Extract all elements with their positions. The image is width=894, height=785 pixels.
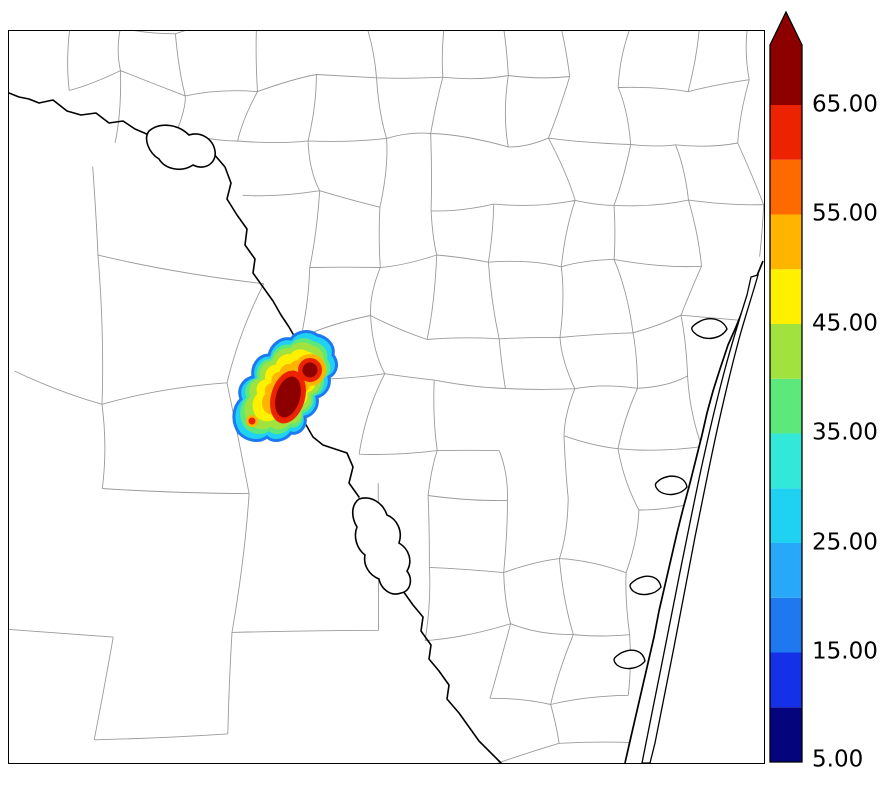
colorbar-segment [770,378,802,434]
colorbar-segment [770,324,802,379]
colorbar-tick-label: 55.00 [812,200,878,227]
colorbar [769,10,803,763]
echo-core-secondary [302,362,318,378]
colorbar-tick-label: 25.00 [812,529,878,556]
map-canvas [9,31,764,763]
bay-inlet [613,649,646,670]
colorbar-segment [770,159,802,215]
coastline [624,260,764,763]
colorbar-segment [770,597,802,653]
colorbar-segment [770,214,802,270]
colorbar-overflow-arrow [770,12,802,105]
echo-core-main [275,376,301,418]
echo-spot-red [248,417,256,425]
colorbar-segment [770,433,802,489]
colorbar-segment [770,543,802,598]
barrier-island [641,274,759,763]
colorbar-segment [770,652,802,708]
colorbar-tick-label: 35.00 [812,419,878,446]
colorbar-tick-label: 45.00 [812,310,878,337]
bay-inlet [654,475,688,496]
colorbar-segment [770,105,802,160]
colorbar-segment [770,707,802,762]
bay-inlet [691,318,728,340]
border-river-line [9,92,502,763]
colorbar-tick-label: 65.00 [812,91,878,118]
colorbar-tick-label: 15.00 [812,638,878,665]
map-panel [8,30,765,764]
bay-inlet [629,575,662,596]
reservoir-lake-upper [145,124,216,171]
colorbar-segment [770,488,802,543]
colorbar-segment [770,269,802,324]
radar-echo [232,330,338,442]
colorbar-outline [769,10,803,763]
reservoir-lake-lower [351,497,412,595]
county-line-mesh [9,166,380,741]
colorbar-tick-label: 5.00 [812,746,864,773]
